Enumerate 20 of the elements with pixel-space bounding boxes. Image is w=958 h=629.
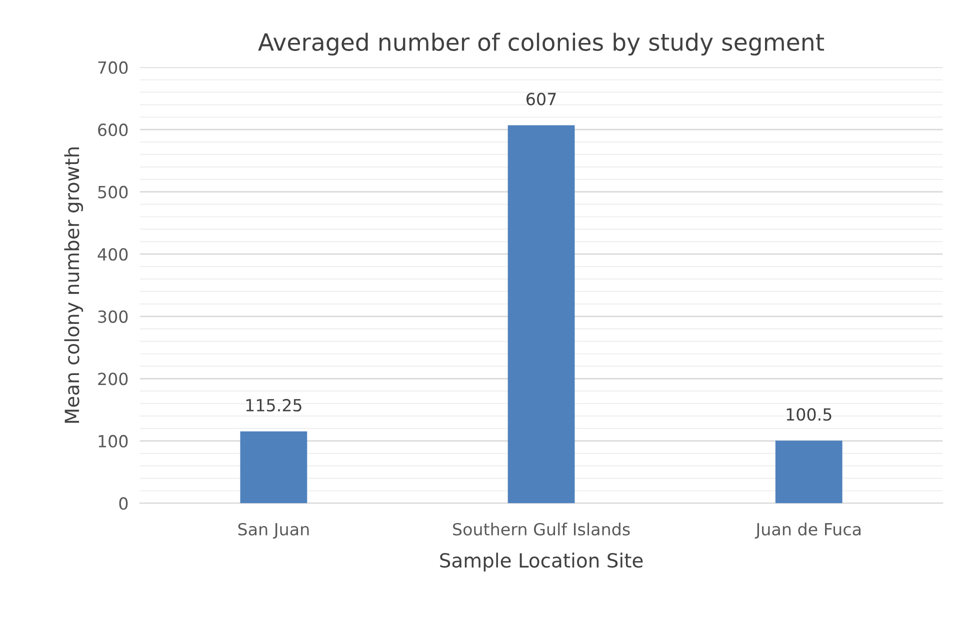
x-tick-label: Southern Gulf Islands xyxy=(453,522,630,536)
y-axis-title: Mean colony number growth xyxy=(64,148,84,423)
bar xyxy=(240,431,308,504)
bar xyxy=(508,125,575,504)
y-tick-label: 0 xyxy=(119,497,128,510)
chart-title: Averaged number of colonies by study segment xyxy=(258,32,824,56)
data-label: 607 xyxy=(526,92,556,106)
x-tick-label: San Juan xyxy=(238,522,309,539)
data-label: 115.25 xyxy=(246,398,302,412)
y-tick-label: 200 xyxy=(98,372,128,386)
y-tick-label: 400 xyxy=(98,248,128,261)
bar xyxy=(775,440,842,504)
y-tick-label: 600 xyxy=(98,124,128,136)
x-tick-label: Juan de Fuca xyxy=(754,522,861,539)
data-label: 100.5 xyxy=(786,408,832,421)
y-tick-label: 100 xyxy=(98,434,128,448)
y-tick-label: 300 xyxy=(98,310,128,323)
y-tick-label: 700 xyxy=(98,61,128,74)
x-axis-title: Sample Location Site xyxy=(440,552,643,572)
y-tick-label: 500 xyxy=(98,186,128,198)
